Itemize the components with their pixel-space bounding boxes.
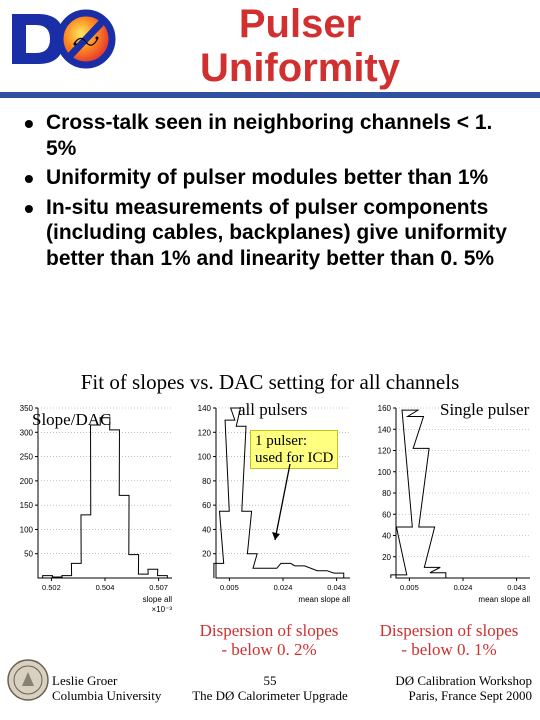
caption-line2: - below 0. 2% bbox=[221, 640, 316, 659]
bullet-text: Uniformity of pulser modules better than… bbox=[46, 166, 488, 189]
caption-line1: Dispersion of slopes bbox=[380, 621, 519, 640]
caption-right: Dispersion of slopes - below 0. 1% bbox=[360, 622, 538, 659]
svg-text:mean slope all: mean slope all bbox=[478, 595, 530, 604]
footer-right: DØ Calibration Workshop Paris, France Se… bbox=[395, 674, 532, 704]
annotation-arrow bbox=[180, 398, 358, 618]
svg-text:0.507: 0.507 bbox=[149, 583, 168, 592]
chart-right: 20 40 60 80 100 120 140 160 0.005 0.024 0.043 mean … bbox=[360, 398, 538, 618]
svg-text:0.005: 0.005 bbox=[400, 583, 419, 592]
svg-text:100: 100 bbox=[20, 525, 34, 534]
slide-footer: Leslie Groer Columbia University 55 The … bbox=[0, 668, 540, 720]
chart-left-label: Slope/DAC bbox=[32, 410, 111, 430]
chart-middle: 204060801001201400.0050.0240.043mean slo… bbox=[180, 398, 358, 618]
svg-text:140: 140 bbox=[378, 425, 392, 434]
svg-text:250: 250 bbox=[20, 453, 34, 462]
svg-text:100: 100 bbox=[378, 468, 392, 477]
title-line1: Pulser bbox=[239, 2, 361, 46]
footer-location: Paris, France Sept 2000 bbox=[409, 688, 532, 703]
caption-middle: Dispersion of slopes - below 0. 2% bbox=[178, 622, 360, 659]
svg-text:×10⁻³: ×10⁻³ bbox=[152, 605, 173, 614]
bullet-text: Cross-talk seen in neighboring channels … bbox=[46, 111, 492, 160]
svg-text:50: 50 bbox=[24, 550, 33, 559]
slide-title: Pulser Uniformity bbox=[0, 2, 540, 90]
caption-line1: Dispersion of slopes bbox=[200, 621, 339, 640]
svg-text:0.024: 0.024 bbox=[454, 583, 473, 592]
chart-section-title: Fit of slopes vs. DAC setting for all ch… bbox=[18, 370, 522, 395]
svg-text:120: 120 bbox=[378, 447, 392, 456]
svg-text:20: 20 bbox=[382, 553, 391, 562]
svg-text:60: 60 bbox=[382, 510, 391, 519]
svg-text:slope all: slope all bbox=[143, 595, 173, 604]
title-underline bbox=[0, 92, 540, 98]
svg-text:160: 160 bbox=[378, 404, 392, 413]
bullet-item: Cross-talk seen in neighboring channels … bbox=[20, 110, 520, 161]
title-line2: Uniformity bbox=[200, 46, 400, 90]
bullet-text: In-situ measurements of pulser component… bbox=[46, 196, 507, 270]
caption-line2: - below 0. 1% bbox=[401, 640, 496, 659]
chart-left: 501001502002503003500.5020.5040.507slope… bbox=[2, 398, 180, 618]
svg-text:0.043: 0.043 bbox=[507, 583, 526, 592]
svg-text:40: 40 bbox=[382, 532, 391, 541]
bullet-list: Cross-talk seen in neighboring channels … bbox=[20, 110, 520, 276]
svg-text:150: 150 bbox=[20, 501, 34, 510]
page-number: 55 bbox=[264, 673, 277, 688]
svg-text:0.504: 0.504 bbox=[96, 583, 115, 592]
bullet-item: Uniformity of pulser modules better than… bbox=[20, 165, 520, 191]
footer-title: The DØ Calorimeter Upgrade bbox=[192, 688, 348, 703]
svg-text:0.502: 0.502 bbox=[42, 583, 61, 592]
footer-workshop: DØ Calibration Workshop bbox=[395, 673, 532, 688]
chart-right-label: Single pulser bbox=[440, 400, 529, 420]
svg-text:80: 80 bbox=[382, 489, 391, 498]
bullet-item: In-situ measurements of pulser component… bbox=[20, 195, 520, 272]
chart-row: 501001502002503003500.5020.5040.507slope… bbox=[0, 398, 540, 618]
svg-text:200: 200 bbox=[20, 477, 34, 486]
